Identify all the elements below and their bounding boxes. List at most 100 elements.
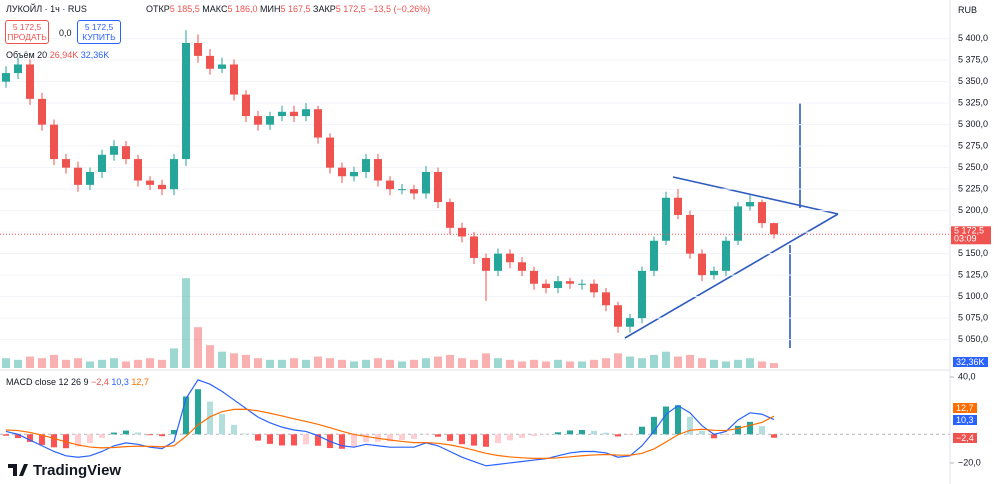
- y-tick-label: 5 050,0: [958, 334, 988, 344]
- volume-bar: [230, 353, 238, 368]
- macd-line: [5, 379, 775, 467]
- volume-bar: [194, 327, 202, 368]
- volume-bar: [62, 359, 70, 368]
- volume-bar: [278, 359, 286, 368]
- volume-bar: [350, 361, 358, 368]
- macd-legend: MACD close 12 26 9 −2,4 10,3 12,7: [6, 377, 149, 387]
- volume-legend: Объём 20 26,94K 32,36K: [6, 50, 109, 60]
- histogram-bar: [495, 434, 501, 444]
- volume-value: 26,94K: [49, 50, 79, 60]
- volume-bar: [2, 358, 10, 368]
- y-tick-label: 5 400,0: [958, 33, 988, 43]
- histogram-bar: [279, 434, 285, 446]
- currency[interactable]: RUB: [958, 5, 978, 15]
- volume-bar: [266, 359, 274, 368]
- y-tick-label: 5 100,0: [958, 291, 988, 301]
- histogram-bar: [75, 434, 81, 447]
- volume-bar: [758, 361, 766, 368]
- volume-bar: [362, 359, 370, 368]
- histogram-bar: [483, 434, 489, 447]
- price-badge: [951, 226, 991, 245]
- histogram-bar: [651, 416, 657, 435]
- trend-line: [672, 176, 839, 215]
- volume-bar: [434, 356, 442, 368]
- histogram-bar: [39, 434, 45, 445]
- y-tick-label: 5 125,0: [958, 270, 988, 280]
- candle-body: [2, 73, 10, 82]
- ohlc-value: 5 185,5: [169, 4, 200, 14]
- candle-body: [386, 180, 394, 190]
- histogram-bar: [507, 434, 513, 441]
- volume-bar: [146, 358, 154, 368]
- histogram-bar: [603, 432, 609, 435]
- volume-bar: [26, 356, 34, 368]
- histogram-bar: [219, 413, 225, 435]
- histogram-bar: [471, 434, 477, 446]
- signal-line: [5, 408, 775, 459]
- volume-bar: [698, 358, 706, 368]
- volume-bar: [662, 351, 670, 368]
- candle-body: [770, 223, 778, 235]
- histogram-bar: [699, 430, 705, 435]
- candle-body: [698, 253, 706, 276]
- volume-bar: [674, 356, 682, 368]
- ohlc: ОТКР5 185,5 МАКС5 186,0 МИН5 167,5 ЗАКР5…: [146, 4, 430, 14]
- histogram-bar: [315, 434, 321, 446]
- candle-body: [146, 180, 154, 185]
- histogram-bar: [15, 434, 21, 439]
- histogram-bar: [711, 434, 717, 439]
- candle-body: [530, 270, 538, 284]
- volume-bar: [542, 361, 550, 368]
- histogram-bar: [387, 434, 393, 442]
- buy-button[interactable]: 5 172,5 КУПИТЬ: [77, 20, 121, 44]
- candle-body: [302, 109, 310, 117]
- buy-price: 5 172,5: [84, 22, 114, 32]
- candle-body: [230, 64, 238, 95]
- candle-body: [506, 253, 514, 263]
- candle-body: [458, 227, 466, 237]
- y-tick-label: 5 075,0: [958, 313, 988, 323]
- histogram-bar: [267, 434, 273, 444]
- histogram-bar: [447, 434, 453, 441]
- sell-button[interactable]: 5 172,5 ПРОДАТЬ: [5, 20, 49, 44]
- volume-bar: [638, 358, 646, 368]
- candle-body: [674, 197, 682, 215]
- candle-body: [722, 240, 730, 271]
- volume-bar: [494, 358, 502, 368]
- candle-body: [134, 159, 142, 181]
- histogram-bar: [159, 434, 165, 437]
- y-tick-label: 5 275,0: [958, 141, 988, 151]
- histogram-bar: [135, 432, 141, 435]
- symbol: ЛУКОЙЛ · 1ч · RUS: [6, 4, 87, 14]
- volume-bar: [50, 354, 58, 368]
- volume-bar: [134, 359, 142, 368]
- macd-badge: 10,3: [953, 415, 977, 425]
- volume-bar: [170, 348, 178, 368]
- y-tick-label: 5 250,0: [958, 162, 988, 172]
- hist-badge: −2,4: [953, 433, 977, 443]
- histogram-bar: [459, 434, 465, 445]
- volume-bar: [122, 361, 130, 368]
- volume-bar: [182, 278, 190, 368]
- histogram-bar: [675, 405, 681, 435]
- histogram-bar: [519, 434, 525, 439]
- histogram-bar: [63, 434, 69, 449]
- candle-body: [254, 116, 262, 125]
- ohlc-value: 5 172,5: [335, 4, 366, 14]
- histogram-bar: [771, 434, 777, 438]
- signal-badge: 12,7: [953, 403, 977, 413]
- y-tick-label: −20,0: [958, 457, 981, 467]
- volume-bar: [554, 359, 562, 368]
- histogram-bar: [291, 434, 297, 446]
- candle-body: [398, 189, 406, 191]
- volume-bar: [446, 354, 454, 368]
- histogram-bar: [171, 430, 177, 435]
- logo-text: TradingView: [33, 462, 121, 479]
- candle-body: [14, 64, 22, 74]
- y-tick-label: 5 300,0: [958, 119, 988, 129]
- volume-bar: [530, 359, 538, 368]
- candle-body: [206, 55, 214, 69]
- candle-body: [554, 281, 562, 289]
